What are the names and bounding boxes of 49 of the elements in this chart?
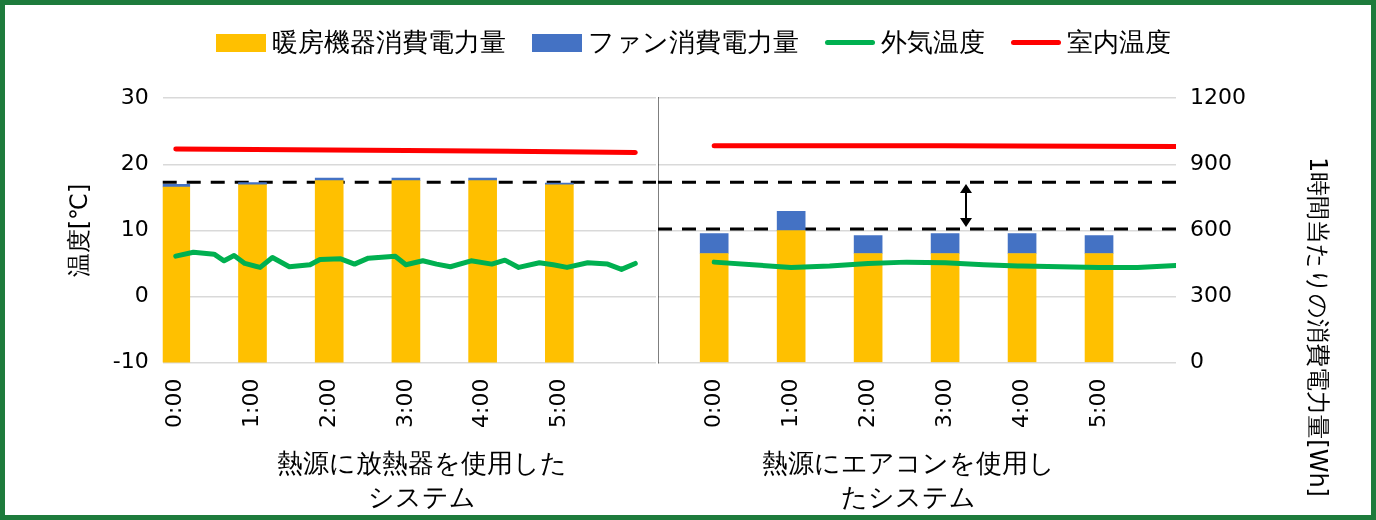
bar	[162, 184, 191, 188]
x-axis-title: 熱源にエアコンを使用したシステム	[760, 447, 1056, 514]
x-tick-label: 5:00	[1084, 378, 1110, 428]
bar	[468, 180, 497, 363]
x-tick-label: 0:00	[161, 378, 187, 428]
legend-label: 室内温度	[1066, 26, 1171, 59]
bar	[699, 233, 729, 254]
y-axis-title: 温度[℃]	[64, 183, 93, 278]
bar	[238, 184, 267, 363]
bar	[314, 180, 344, 363]
y2-tick-label: 300	[1190, 282, 1233, 308]
bar	[930, 253, 960, 363]
y-tick-label: 30	[120, 83, 149, 109]
x-tick-label: 4:00	[1007, 378, 1033, 428]
legend-label: 外気温度	[880, 26, 985, 59]
bar	[162, 186, 191, 363]
bar	[1084, 235, 1114, 254]
x-tick-label: 5:00	[545, 378, 571, 428]
x-tick-label: 0:00	[699, 378, 725, 428]
y-tick-label: 20	[120, 150, 149, 176]
bar	[776, 210, 806, 231]
bar	[1084, 253, 1114, 363]
y2-axis-title: 1時間当たりの消費電力量[Wh]	[1303, 156, 1333, 499]
bar	[699, 253, 729, 363]
y-tick-label: 0	[134, 282, 149, 308]
legend-label: ファン消費電力量	[587, 26, 799, 59]
x-tick-label: 3:00	[391, 378, 417, 428]
legend-label: 暖房機器消費電力量	[271, 26, 506, 59]
bar	[776, 230, 806, 363]
x-tick-label: 4:00	[468, 378, 494, 428]
bar	[545, 184, 574, 363]
y2-tick-label: 0	[1190, 348, 1205, 374]
x-tick-label: 2:00	[314, 378, 340, 428]
x-tick-label: 3:00	[930, 378, 956, 428]
x-tick-label: 2:00	[853, 378, 879, 428]
x-axis-title: 熱源に放熱器を使用したシステム	[276, 447, 568, 514]
y-tick-label: -10	[112, 348, 149, 374]
y2-tick-label: 900	[1190, 150, 1233, 176]
x-tick-label: 1:00	[776, 378, 802, 428]
bar	[1007, 233, 1037, 254]
y2-tick-label: 600	[1190, 216, 1233, 242]
x-tick-label: 1:00	[238, 378, 264, 428]
bar	[853, 253, 883, 363]
y2-tick-label: 1200	[1190, 83, 1247, 109]
bar	[1007, 253, 1037, 363]
bar	[391, 180, 421, 363]
y-tick-label: 10	[120, 216, 149, 242]
bar	[930, 233, 960, 254]
bar	[853, 235, 883, 254]
